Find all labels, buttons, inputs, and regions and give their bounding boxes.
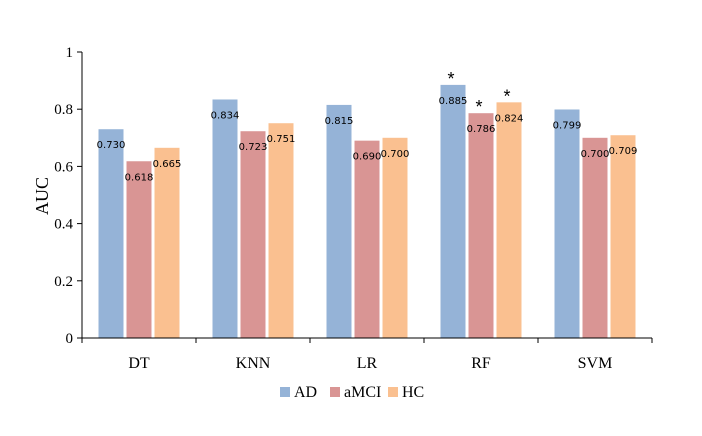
x-tick-label-lr: LR	[357, 355, 378, 372]
data-label-svm-amci: 0.700	[581, 149, 610, 160]
bar-svm-ad	[554, 109, 580, 339]
legend-label-hc: HC	[402, 384, 424, 401]
bar-dt-hc	[154, 147, 180, 338]
data-label-dt-ad: 0.730	[97, 140, 126, 151]
axes-layer: DT KNN LR RF SVM 0 0.2 0.4 0.6 0.8 1	[54, 45, 653, 372]
data-label-knn-amci: 0.723	[239, 142, 268, 153]
bar-rf-ad	[440, 84, 466, 338]
data-label-dt-hc: 0.665	[153, 159, 182, 170]
significance-star-rf-amci: *	[475, 97, 482, 117]
x-tick-label-svm: SVM	[578, 355, 613, 372]
x-tick-label-dt: DT	[128, 355, 150, 372]
data-label-knn-ad: 0.834	[211, 110, 240, 121]
data-label-dt-amci: 0.618	[125, 172, 154, 183]
data-label-rf-ad: 0.885	[439, 96, 468, 107]
y-tick-label: 0.2	[54, 274, 73, 290]
bar-svm-amci	[582, 137, 608, 338]
x-tick-label-knn: KNN	[236, 355, 271, 372]
data-label-rf-hc: 0.824	[495, 113, 524, 124]
bar-lr-ad	[326, 104, 352, 338]
bar-knn-hc	[268, 123, 294, 339]
bar-dt-amci	[126, 161, 152, 338]
data-label-lr-hc: 0.700	[381, 149, 410, 160]
bar-rf-amci	[468, 113, 494, 338]
data-label-rf-amci: 0.786	[467, 124, 496, 135]
bar-svm-hc	[610, 135, 636, 338]
legend-label-amci: aMCI	[344, 384, 381, 401]
data-label-lr-amci: 0.690	[353, 152, 382, 163]
bar-rf-hc	[496, 102, 522, 338]
y-tick-label: 0.6	[54, 159, 73, 175]
legend-label-ad: AD	[294, 384, 317, 401]
bar-knn-amci	[240, 131, 266, 338]
bar-lr-amci	[354, 140, 380, 338]
bar-lr-hc	[382, 137, 408, 338]
significance-star-rf-hc: *	[503, 86, 510, 106]
legend-swatch-amci	[330, 387, 340, 397]
significance-star-rf-ad: *	[447, 69, 454, 89]
legend: AD aMCI HC	[280, 384, 424, 401]
bar-knn-ad	[212, 99, 238, 338]
legend-swatch-ad	[280, 387, 290, 397]
x-tick-label-rf: RF	[471, 355, 491, 372]
y-tick-label: 1	[66, 45, 74, 61]
y-tick-label: 0.4	[54, 217, 73, 233]
bars-layer	[98, 84, 636, 339]
bar-dt-ad	[98, 129, 124, 338]
legend-swatch-hc	[388, 387, 398, 397]
data-label-lr-ad: 0.815	[325, 116, 354, 127]
y-tick-label: 0.8	[54, 102, 73, 118]
data-label-knn-hc: 0.751	[267, 134, 296, 145]
y-tick-label: 0	[66, 331, 74, 347]
data-label-svm-hc: 0.709	[609, 146, 638, 157]
y-axis-label: AUC	[32, 177, 52, 215]
data-label-svm-ad: 0.799	[553, 120, 582, 131]
